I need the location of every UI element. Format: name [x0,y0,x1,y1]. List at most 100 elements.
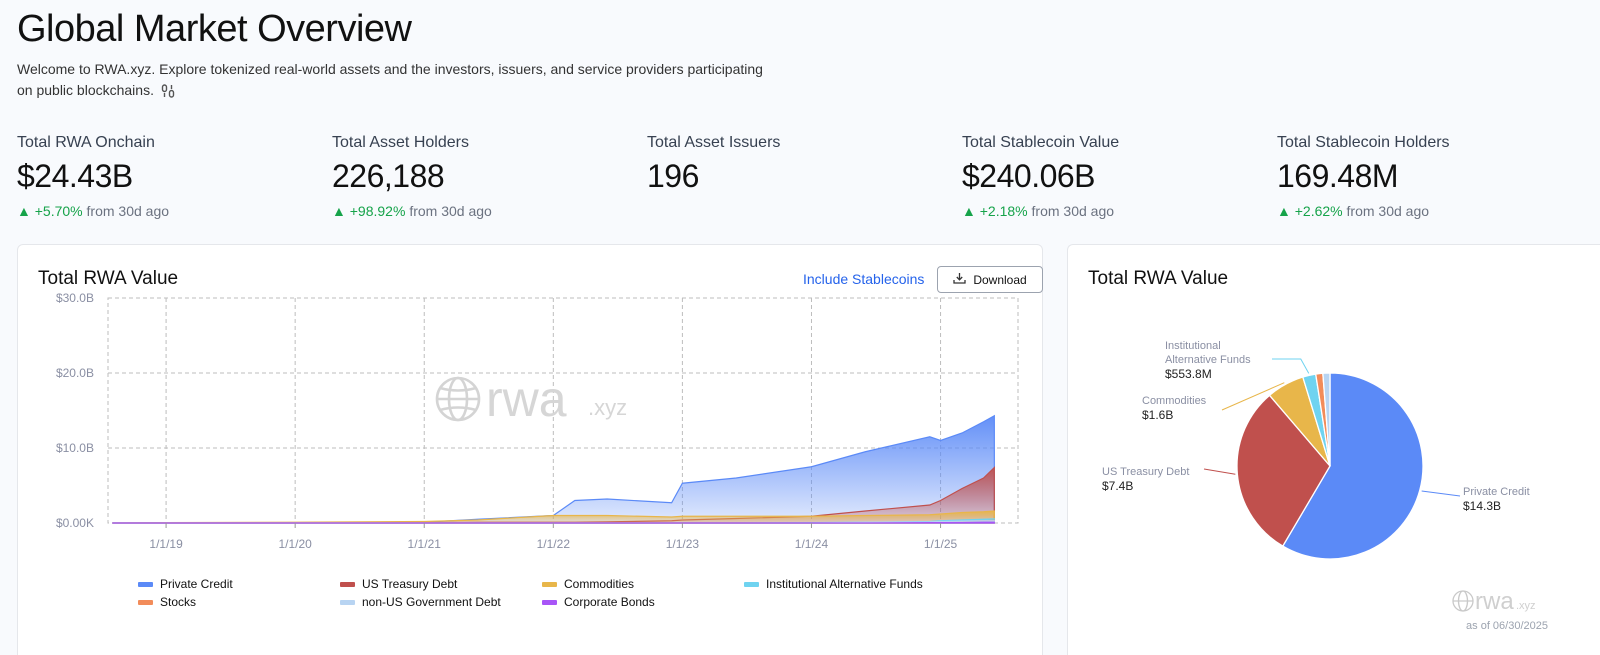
pie-slice-us-treasury-debt[interactable] [1236,394,1331,548]
change-suffix: from 30d ago [1031,203,1115,219]
stat-value: 169.48M [1277,158,1399,194]
stat-value: 226,188 [332,158,445,194]
pie-label-value: $553.8M [1165,367,1212,381]
change-percent: +5.70% [34,203,83,219]
stat-stablecoin-holders: Total Stablecoin Holders 169.48M ▲ +2.62… [1277,134,1450,219]
change-suffix: from 30d ago [1346,203,1430,219]
legend-label: Commodities [564,577,635,591]
x-tick-label: 1/1/23 [666,537,700,551]
download-icon [953,272,966,287]
series-area-corporate-bonds[interactable] [112,521,995,524]
pie-label-leader [1203,468,1236,475]
pie-label-leader [1221,382,1285,411]
pie-label-name: US Treasury Debt [1102,466,1189,478]
stat-change: ▲ +2.62% from 30d ago [1277,203,1450,219]
legend-swatch [542,599,557,605]
up-arrow-icon: ▲ [17,203,31,219]
legend-swatch [340,599,355,605]
x-tick-label: 1/1/19 [149,537,183,551]
globe-icon [435,376,481,422]
stat-change: ▲ +98.92% from 30d ago [332,203,492,219]
pie-watermark: rwa .xyz as of 06/30/2025 [1452,588,1548,632]
up-arrow-icon: ▲ [1277,203,1291,219]
stat-label: Total Asset Issuers [647,134,781,151]
legend-item[interactable]: Stocks [138,595,196,609]
stat-label: Total Stablecoin Holders [1277,134,1450,151]
link-icon[interactable] [161,83,175,104]
pie-label-value: $1.6B [1142,408,1173,422]
stat-label: Total Asset Holders [332,134,469,151]
subtitle-text: Welcome to RWA.xyz. Explore tokenized re… [17,61,763,98]
x-tick-label: 1/1/25 [924,537,958,551]
stat-value: 196 [647,158,699,194]
legend-label: Corporate Bonds [564,595,655,609]
change-suffix: from 30d ago [86,203,170,219]
stat-change: ▲ +2.18% from 30d ago [962,203,1119,219]
pie-label-value: $14.3B [1463,499,1501,513]
watermark-suffix: .xyz [588,395,627,420]
legend-swatch [138,599,153,605]
pie-label-name: Alternative Funds [1165,354,1251,366]
legend-label: Institutional Alternative Funds [766,577,923,591]
stat-total-rwa: Total RWA Onchain $24.43B ▲ +5.70% from … [17,134,169,219]
y-tick-label: $0.00K [56,516,94,530]
change-percent: +2.18% [979,203,1028,219]
pie-label-value: $7.4B [1102,479,1133,493]
globe-icon [1452,590,1474,612]
legend-label: non-US Government Debt [362,595,501,609]
legend-item[interactable]: Commodities [542,577,634,591]
page-title: Global Market Overview [17,8,412,50]
download-label: Download [973,272,1027,287]
area-chart[interactable]: rwa .xyz $0.00K $10.0B $20.0B $30.0B 1/1/19 1… [18,285,1042,605]
stat-change: ▲ +5.70% from 30d ago [17,203,169,219]
y-tick-label: $30.0B [56,291,94,305]
pie-chart[interactable]: Private Credit$14.3B US Treasury Debt$7.4… [1068,245,1599,645]
pie-label-name: Commodities [1142,395,1207,407]
include-stablecoins-toggle[interactable]: Include Stablecoins [803,271,925,287]
legend-swatch [542,581,557,587]
pie-slice-non-us-government-debt[interactable] [1322,372,1331,467]
change-percent: +2.62% [1294,203,1343,219]
stat-value: $24.43B [17,158,133,194]
legend-item[interactable]: Private Credit [138,577,233,591]
watermark-text: rwa [486,371,567,427]
pie-slice-private-credit[interactable] [1281,372,1424,560]
legend-label: Private Credit [160,577,233,591]
series-area-commodities[interactable] [112,510,995,524]
download-button[interactable]: Download [937,266,1043,293]
area-chart-title: Total RWA Value [38,268,179,289]
stat-label: Total Stablecoin Value [962,134,1120,151]
stat-value: $240.06B [962,158,1096,194]
x-tick-label: 1/1/20 [278,537,312,551]
watermark-text: rwa [1475,588,1514,615]
rwa-watermark: rwa .xyz [435,371,627,427]
legend-item[interactable]: US Treasury Debt [340,577,457,591]
pie-label-leader [1272,358,1310,374]
y-tick-label: $20.0B [56,366,94,380]
legend-item[interactable]: Institutional Alternative Funds [744,577,923,591]
legend-swatch [138,581,153,587]
pie-label-name: Institutional [1165,340,1221,352]
pie-chart-card: Total RWA Value Private Credit $14.3B US T… [1067,244,1600,655]
legend-swatch [744,581,759,587]
pie-label-name: Private Credit [1463,486,1530,498]
change-suffix: from 30d ago [409,203,492,219]
stat-asset-holders: Total Asset Holders 226,188 ▲ +98.92% fr… [332,134,492,219]
pie-chart-title: Total RWA Value [1088,268,1229,289]
pie-label-leader [1421,490,1461,497]
x-tick-label: 1/1/21 [408,537,442,551]
legend-item[interactable]: Corporate Bonds [542,595,655,609]
up-arrow-icon: ▲ [332,203,346,219]
stat-stablecoin-value: Total Stablecoin Value $240.06B ▲ +2.18%… [962,134,1119,219]
legend-swatch [340,581,355,587]
x-tick-label: 1/1/22 [537,537,571,551]
change-percent: +98.92% [349,203,406,219]
y-tick-label: $10.0B [56,441,94,455]
up-arrow-icon: ▲ [962,203,976,219]
stat-label: Total RWA Onchain [17,134,155,151]
legend-item[interactable]: non-US Government Debt [340,595,501,609]
watermark-suffix: .xyz [1516,600,1536,612]
area-chart-card: Total RWA Value Include Stablecoins Down… [17,244,1043,655]
stat-asset-issuers: Total Asset Issuers 196 [647,134,780,195]
legend-label: US Treasury Debt [362,577,458,591]
